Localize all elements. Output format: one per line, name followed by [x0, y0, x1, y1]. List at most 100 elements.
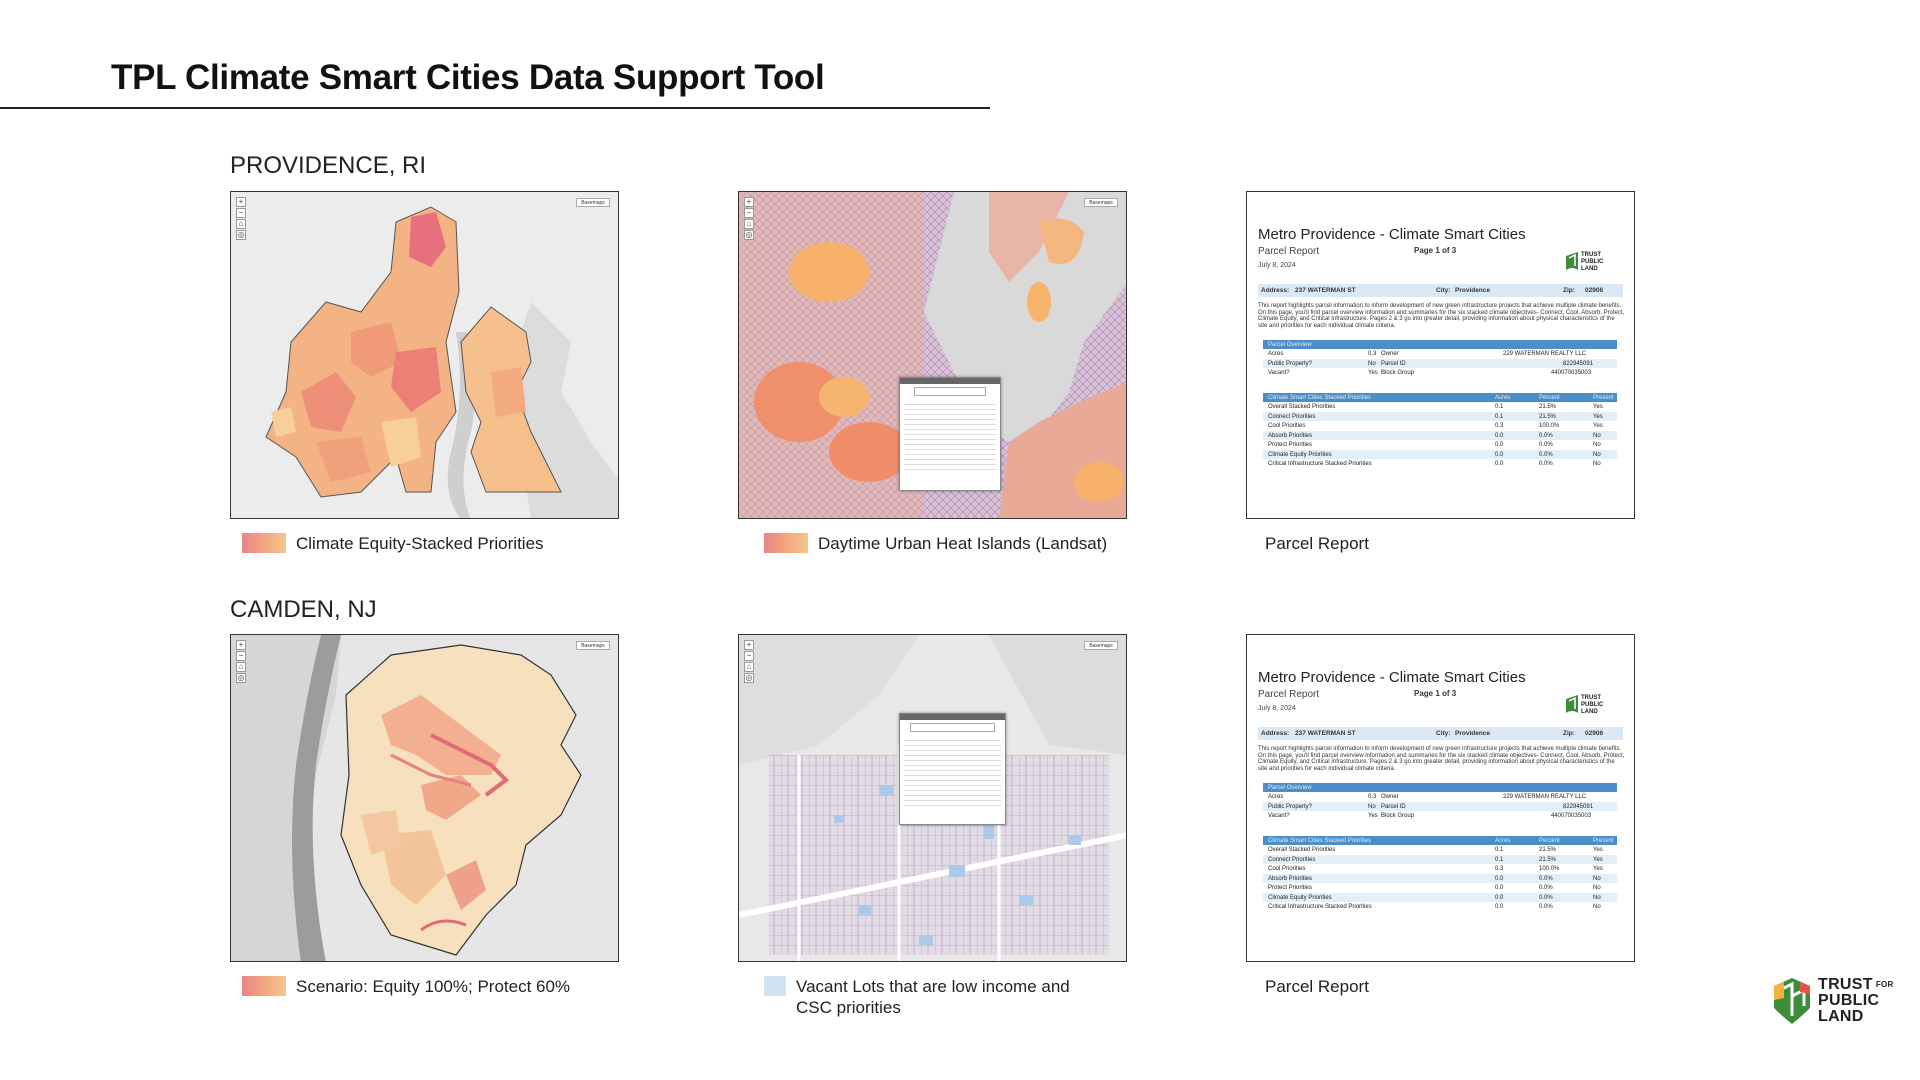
table-cell: 0.0%: [1539, 885, 1553, 891]
basemaps-button[interactable]: Basemaps: [1084, 198, 1118, 207]
table-cell: 21.5%: [1539, 847, 1557, 853]
report-address-bar: Address: 237 WATERMAN ST City: Providenc…: [1258, 727, 1623, 740]
locate-icon[interactable]: ◎: [236, 673, 246, 683]
report-page: Page 1 of 3: [1414, 246, 1457, 255]
basemaps-button[interactable]: Basemaps: [1084, 641, 1118, 650]
table-cell: No: [1593, 904, 1601, 910]
table-row: Cool Priorities 0.3 100.0% Yes: [1263, 421, 1617, 431]
home-icon[interactable]: ⌂: [744, 662, 754, 672]
table-cell: Protect Priorities: [1268, 442, 1313, 448]
report-page: Page 1 of 3: [1414, 689, 1457, 698]
table-cell: Climate Equity Priorities: [1268, 894, 1332, 901]
parcel-report-camden[interactable]: Metro Providence - Climate Smart Cities …: [1246, 634, 1635, 962]
report-intro: This report highlights parcel informatio…: [1258, 746, 1625, 772]
table-cell: 0.0: [1495, 461, 1504, 467]
stacked-priorities-table: Climate Smart Cities Stacked Priorities A…: [1263, 836, 1617, 912]
zoom-out-button[interactable]: −: [236, 651, 246, 661]
table-cell: Yes: [1593, 847, 1603, 853]
svg-text:PUBLIC: PUBLIC: [1581, 259, 1604, 265]
page-title: TPL Climate Smart Cities Data Support To…: [111, 58, 825, 97]
home-icon[interactable]: ⌂: [236, 219, 246, 229]
popup-attributes: [904, 400, 996, 470]
locate-icon[interactable]: ◎: [744, 673, 754, 683]
zoom-controls[interactable]: + − ⌂ ◎: [236, 640, 246, 684]
table-row: Cool Priorities 0.3 100.0% Yes: [1263, 864, 1617, 874]
table-cell: Critical Infrastructure Stacked Prioriti…: [1268, 904, 1372, 910]
table-cell: 0.0: [1495, 442, 1504, 448]
zoom-in-button[interactable]: +: [236, 197, 246, 207]
create-report-button[interactable]: [910, 723, 995, 732]
tpl-logo-icon: TRUST PUBLIC LAND: [1566, 695, 1604, 715]
report-subtitle: Parcel Report: [1258, 246, 1320, 257]
svg-text:PUBLIC: PUBLIC: [1581, 702, 1604, 708]
caption-providence-heat: Daytime Urban Heat Islands (Landsat): [764, 533, 1108, 554]
table-cell: 21.5%: [1539, 856, 1557, 863]
zoom-in-button[interactable]: +: [744, 197, 754, 207]
locate-icon[interactable]: ◎: [744, 230, 754, 240]
table-row: Absorb Priorities 0.0 0.0% No: [1263, 430, 1617, 440]
zoom-out-button[interactable]: −: [744, 208, 754, 218]
map-providence-heat[interactable]: + − ⌂ ◎ Basemaps: [738, 191, 1127, 519]
table-row: Critical Infrastructure Stacked Prioriti…: [1263, 902, 1617, 912]
caption-providence-report: Parcel Report: [1265, 534, 1369, 553]
basemaps-button[interactable]: Basemaps: [576, 641, 610, 650]
table-cell: 0.1: [1495, 404, 1504, 410]
table-cell: 0.0%: [1539, 442, 1553, 448]
table-cell: No: [1593, 451, 1601, 458]
table-cell: No: [1593, 442, 1601, 448]
table-cell: 0.0%: [1539, 894, 1553, 901]
map-camden-vacant[interactable]: + − ⌂ ◎ Basemaps: [738, 634, 1127, 962]
svg-text:LAND: LAND: [1581, 266, 1598, 272]
report-date: July 8, 2024: [1258, 262, 1296, 269]
table-cell: 0.0: [1495, 432, 1504, 439]
table-cell: Absorb Priorities: [1268, 432, 1313, 439]
caption-providence-equity: Climate Equity-Stacked Priorities: [242, 533, 586, 554]
basemaps-button[interactable]: Basemaps: [576, 198, 610, 207]
priorities-header-cell: Climate Smart Cities Stacked Priorities: [1268, 395, 1372, 401]
table-cell: Connect Priorities: [1268, 413, 1316, 420]
map-providence-equity[interactable]: + − ⌂ ◎ Basemaps: [230, 191, 619, 519]
zoom-out-button[interactable]: −: [744, 651, 754, 661]
table-cell: 0.0: [1495, 904, 1504, 910]
report-address-bar: Address: 237 WATERMAN ST City: Providenc…: [1258, 284, 1623, 297]
table-cell: Critical Infrastructure Stacked Prioriti…: [1268, 461, 1372, 467]
priorities-header-cell: Acres: [1495, 838, 1511, 844]
parcel-report-providence[interactable]: Metro Providence - Climate Smart Cities …: [1246, 191, 1635, 519]
table-cell: 0.3: [1495, 866, 1504, 872]
parcel-overview-table: Parcel Overview Acres 0.3 Owner 229 WATERMA…: [1263, 340, 1617, 378]
table-row: Overall Stacked Priorities 0.1 21.5% Yes: [1263, 845, 1617, 855]
table-cell: 0.0%: [1539, 451, 1553, 458]
locate-icon[interactable]: ◎: [236, 230, 246, 240]
zoom-controls[interactable]: + − ⌂ ◎: [744, 640, 754, 684]
home-icon[interactable]: ⌂: [744, 219, 754, 229]
table-cell: 0.0%: [1539, 461, 1553, 467]
zoom-controls[interactable]: + − ⌂ ◎: [236, 197, 246, 241]
zoom-in-button[interactable]: +: [236, 640, 246, 650]
table-row: Climate Equity Priorities 0.0 0.0% No: [1263, 449, 1617, 459]
svg-text:TRUST: TRUST: [1581, 695, 1601, 701]
svg-text:LAND: LAND: [1581, 709, 1598, 715]
legend-swatch: [764, 976, 786, 996]
parcel-popup[interactable]: [899, 713, 1006, 825]
report-intro: This report highlights parcel informatio…: [1258, 303, 1625, 329]
table-cell: Connect Priorities: [1268, 856, 1316, 863]
map-camden-scenario[interactable]: + − ⌂ ◎ Basemaps: [230, 634, 619, 962]
priorities-header-cell: Acres: [1495, 395, 1511, 401]
table-cell: No: [1593, 894, 1601, 901]
table-cell: 0.3: [1495, 423, 1504, 429]
table-row: Critical Infrastructure Stacked Prioriti…: [1263, 459, 1617, 469]
caption-camden-scenario: Scenario: Equity 100%; Protect 60%: [242, 976, 586, 997]
table-cell: 0.0%: [1539, 875, 1553, 882]
priorities-header-cell: Climate Smart Cities Stacked Priorities: [1268, 838, 1372, 844]
parcel-popup[interactable]: [899, 377, 1001, 491]
create-report-button[interactable]: [914, 387, 986, 396]
table-cell: Cool Priorities: [1268, 866, 1306, 872]
table-cell: Yes: [1593, 423, 1603, 429]
table-cell: No: [1593, 461, 1601, 467]
table-cell: 0.0%: [1539, 432, 1553, 439]
home-icon[interactable]: ⌂: [236, 662, 246, 672]
legend-swatch: [242, 976, 286, 996]
zoom-in-button[interactable]: +: [744, 640, 754, 650]
zoom-out-button[interactable]: −: [236, 208, 246, 218]
zoom-controls[interactable]: + − ⌂ ◎: [744, 197, 754, 241]
